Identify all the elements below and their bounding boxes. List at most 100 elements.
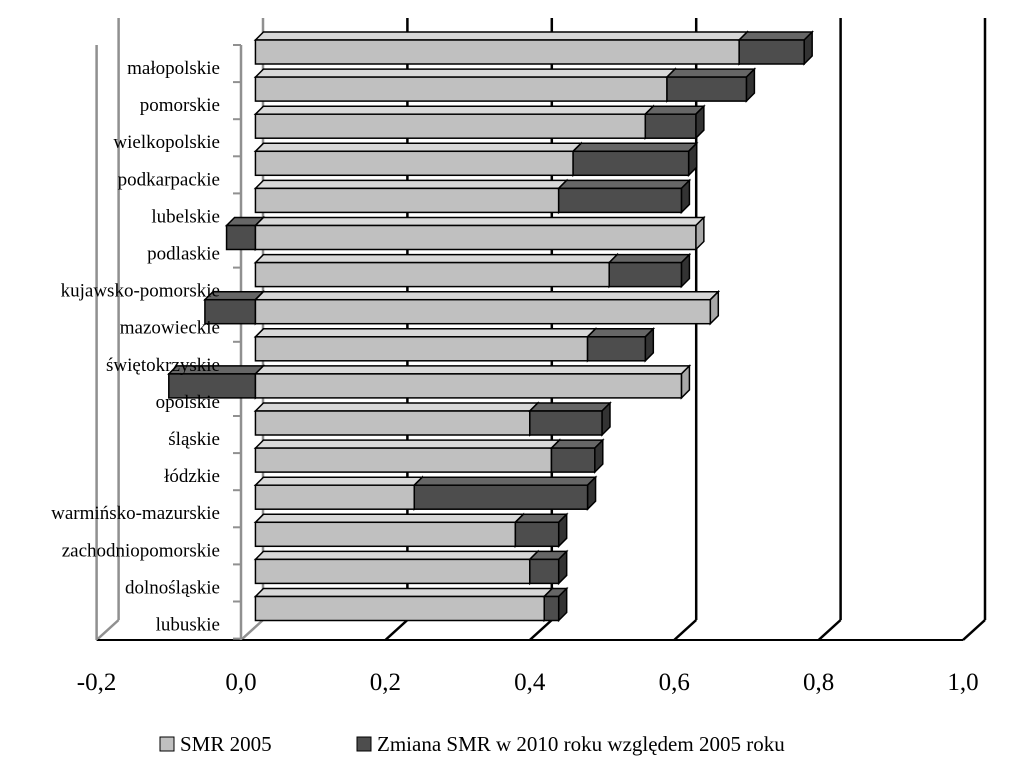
bar-smr-2005	[253, 586, 555, 623]
bar-smr-2005-front	[254, 150, 574, 177]
category-labels: małopolskie pomorskie wielkopolskie podkarp…	[51, 58, 220, 636]
bar-smr-2005-top	[253, 68, 677, 78]
bar-smr-2005-top	[253, 253, 620, 264]
bar-zmiana	[166, 364, 266, 400]
bar-smr-2005-top	[253, 216, 706, 227]
bar-zmiana-top	[585, 328, 656, 338]
bar-zmiana-top	[412, 476, 598, 486]
bar-zmiana-top	[527, 402, 612, 412]
category-label: kujawsko-pomorskie	[61, 281, 220, 302]
bar-zmiana	[527, 549, 569, 586]
category-label: świętokrzyskie	[106, 355, 220, 376]
bar-zmiana	[665, 67, 757, 103]
bar-smr-2005	[253, 178, 569, 215]
bar-smr-2005	[253, 438, 562, 474]
bar-zmiana-top	[571, 142, 699, 153]
x-tick-label: 0,6	[659, 669, 690, 696]
gridline-floor	[817, 619, 842, 641]
bar-smr-2005	[253, 364, 692, 400]
gridline-floor	[528, 619, 553, 641]
bar-zmiana	[607, 252, 692, 289]
bar-smr-2005-front	[254, 298, 712, 325]
bar-zmiana-top	[737, 31, 814, 41]
category-label: łódzkie	[164, 466, 220, 487]
bar-smr-2005	[253, 289, 721, 326]
bar-smr-2005-front	[254, 595, 545, 622]
bar-zmiana-top	[665, 68, 757, 78]
bar-smr-2005-top	[253, 179, 569, 190]
bar-smr-2005-top	[253, 31, 749, 41]
category-label: podkarpackie	[118, 169, 220, 190]
bar-smr-2005	[253, 67, 677, 103]
bar-smr-2005-front	[254, 521, 517, 548]
bar-zmiana	[542, 586, 569, 623]
x-tick-label: 0,4	[514, 669, 546, 696]
bar-smr-2005-top	[253, 550, 540, 561]
bar-zmiana-front	[225, 224, 257, 251]
bar-zmiana	[585, 326, 656, 363]
bar-zmiana-front	[529, 558, 560, 585]
bar-zmiana-front	[738, 39, 805, 65]
bar-smr-2005-front	[254, 447, 553, 473]
bar-smr-2005-top	[253, 476, 425, 486]
gridline-floor	[240, 619, 264, 641]
legend-label-smr-2005: SMR 2005	[180, 732, 272, 756]
category-label: lubelskie	[151, 206, 220, 227]
bar-smr-2005-top	[253, 587, 555, 598]
bar-smr-2005	[253, 104, 656, 141]
category-label: opolskie	[156, 392, 220, 413]
bar-smr-2005	[253, 141, 583, 178]
bar-zmiana-front	[529, 410, 603, 436]
bar-zmiana-top	[556, 179, 692, 190]
category-label: pomorskie	[140, 95, 220, 116]
bar-zmiana	[556, 178, 692, 215]
gridline-floor	[962, 619, 986, 641]
bar-smr-2005-front	[254, 113, 647, 139]
bar-smr-2005-top	[253, 142, 583, 153]
bar-zmiana-front	[543, 595, 560, 622]
category-label: małopolskie	[127, 58, 220, 79]
category-label: mazowieckie	[120, 318, 220, 339]
bar-smr-2005-front	[254, 261, 610, 288]
x-tick-label: 0,0	[225, 669, 256, 696]
bar-zmiana-front	[514, 521, 560, 548]
gridline-floor	[95, 619, 120, 641]
bar-zmiana	[571, 141, 699, 178]
bar-smr-2005-front	[254, 187, 560, 214]
bar-smr-2005	[253, 549, 540, 586]
bar-zmiana-front	[413, 484, 589, 510]
bar-smr-2005-top	[253, 365, 692, 375]
bar-zmiana-front	[168, 373, 257, 399]
bar-smr-2005	[253, 326, 598, 363]
bar-zmiana	[737, 30, 814, 66]
category-label: lubuskie	[156, 615, 220, 636]
legend-label-zmiana: Zmiana SMR w 2010 roku względem 2005 rok…	[377, 732, 785, 756]
bar-zmiana	[549, 438, 605, 474]
bar-smr-2005-front	[254, 39, 740, 65]
bar-zmiana	[513, 512, 569, 549]
bar-smr-2005	[253, 252, 620, 289]
bar-zmiana-front	[608, 261, 683, 288]
category-label: warmińsko-mazurskie	[51, 503, 220, 524]
x-tick-label: 0,8	[803, 669, 834, 696]
bar-smr-2005-front	[254, 76, 668, 102]
gridline-floor	[384, 619, 409, 641]
bar-smr-2005	[253, 215, 706, 252]
bar-zmiana-front	[557, 187, 683, 214]
legend: SMR 2005 Zmiana SMR w 2010 roku względem…	[159, 732, 785, 756]
bar-zmiana-front	[204, 298, 257, 325]
bar-zmiana-front	[644, 113, 697, 139]
bar-smr-2005-front	[254, 558, 531, 585]
bar-smr-2005-front	[254, 336, 589, 362]
bar-zmiana-top	[643, 105, 706, 115]
bar-zmiana-front	[586, 336, 647, 362]
bar-smr-2005-front	[254, 484, 416, 510]
category-label: podlaskie	[147, 244, 220, 265]
bar-smr-2005-top	[253, 105, 656, 115]
bar-zmiana-front	[572, 150, 690, 177]
x-axis-ticks: -0,2 0,0 0,2 0,4 0,6 0,8 1,0	[77, 669, 979, 696]
bar-smr-2005	[253, 30, 749, 66]
legend-swatch-smr-2005	[159, 736, 175, 752]
category-label: dolnośląskie	[125, 577, 220, 598]
